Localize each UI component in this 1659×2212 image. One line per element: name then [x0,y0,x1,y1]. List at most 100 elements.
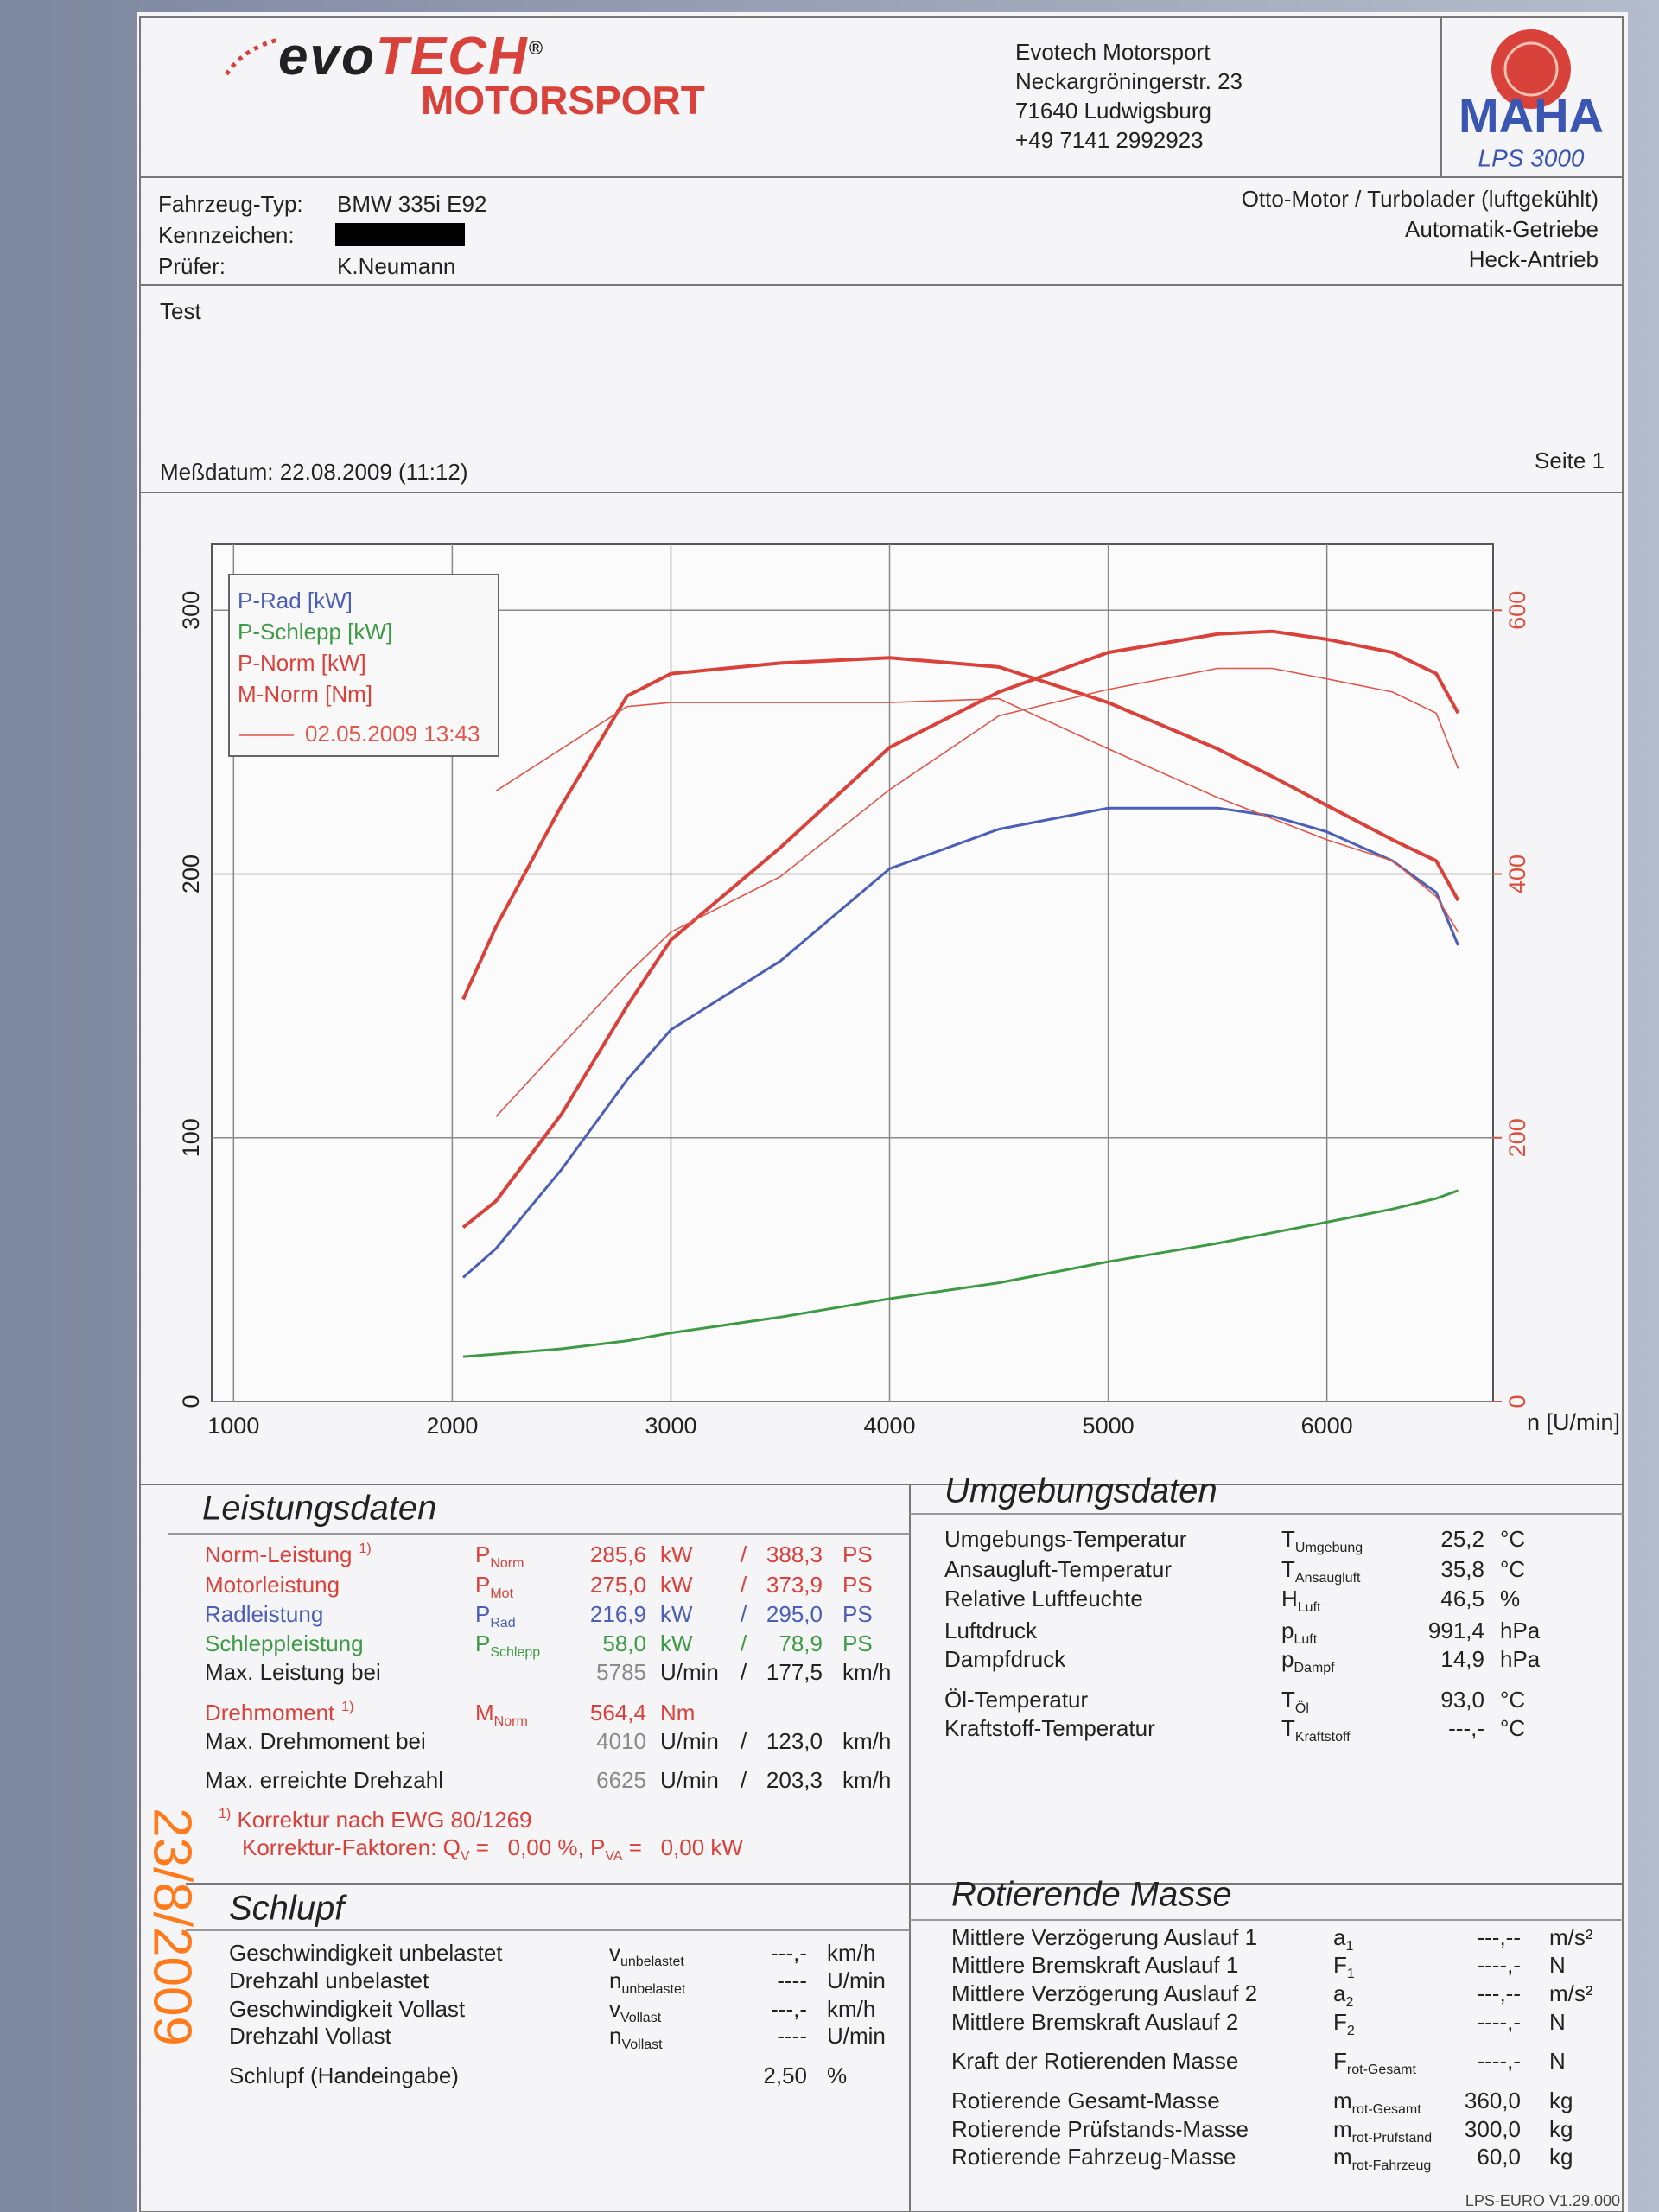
symbol-sub: Vollast [621,2037,663,2052]
logo-main: TECH [376,27,529,86]
row-label: Rotierende Fahrzeug-Masse [951,2144,1236,2170]
row-value2: 203,3 [766,1767,823,1793]
row-value: 2,50 [763,2063,807,2088]
footnote-sub: V [461,1849,470,1864]
row-value: ---,- [771,1940,807,1966]
vehicle-label: Fahrzeug-Typ: [158,191,303,217]
row-unit: % [827,2063,847,2088]
row-unit: kW [660,1630,693,1656]
x-tick-label: 3000 [645,1413,696,1439]
row-value: ---- [777,1967,807,1993]
row-value: 275,0 [590,1572,646,1598]
row-value: 25,2 [1440,1526,1484,1552]
row-unit: N [1549,2009,1566,2035]
test-title: Test [160,298,201,324]
row-unit: U/min [827,2023,886,2049]
row-separator: / [741,1572,747,1598]
logo-bottom: MOTORSPORT [421,78,705,123]
row-unit2: PS [842,1572,873,1598]
vehicle-value: K.Neumann [337,253,455,279]
y-tick-label: 200 [178,855,204,893]
row-label: Max. Drehmoment bei [205,1728,426,1754]
symbol-sub: 1 [1345,1939,1353,1954]
symbol: nVollast [609,2023,663,2052]
row-value: 991,4 [1428,1618,1484,1643]
address-line: 71640 Ludwigsburg [1015,98,1211,124]
y-tick-label: 100 [178,1118,204,1157]
x-tick-label: 2000 [426,1413,478,1439]
row-unit: U/min [660,1659,719,1685]
row-unit: °C [1500,1687,1525,1713]
row-label: Kraftstoff-Temperatur [944,1715,1155,1741]
section-title: Schlupf [229,1890,347,1928]
row-value: 14,9 [1440,1646,1484,1672]
badge-ring [1503,41,1559,97]
vehicle-info: Fahrzeug-Typ: BMW 335i E92 Kennzeichen: Prü… [158,186,1599,279]
symbol-sub: Vollast [620,2011,662,2025]
symbol-sub: Kraftstoff [1295,1730,1351,1745]
row-label: Drehmoment 1) [205,1700,354,1726]
y-tick-label: 0 [178,1395,204,1408]
symbol-sub: Schlepp [490,1645,540,1660]
row-label: Norm-Leistung 1) [205,1541,372,1567]
row-unit: U/min [827,1967,886,1993]
legend-label: P-Norm [kW] [238,650,366,676]
row-value2: 373,9 [766,1572,823,1598]
row-unit: km/h [827,1940,875,1966]
row-unit: m/s² [1549,1980,1593,2006]
page-frame [139,16,1624,2212]
row-unit: N [1549,1952,1566,1978]
series-line [461,629,1460,1230]
row-unit: kg [1549,2088,1573,2113]
row-label: Dampfdruck [944,1646,1066,1672]
row-value: 300,0 [1465,2116,1521,2142]
row-separator: / [741,1767,747,1793]
row-label: Kraft der Rotierenden Masse [951,2048,1238,2074]
footnote-marker: 1) [219,1807,231,1821]
measure-date: Meßdatum: 22.08.2009 (11:12) [160,459,468,485]
row-label: Radleistung [205,1601,323,1627]
row-label: Geschwindigkeit Vollast [229,1996,466,2022]
redacted-plate [335,223,465,246]
symbol-sub: Öl [1295,1700,1309,1716]
symbol-sub: Luft [1294,1632,1317,1647]
symbol-sub: Ansaugluft [1295,1571,1361,1586]
row-separator: / [741,1630,747,1656]
row-unit: kg [1549,2116,1573,2142]
row-label: Geschwindigkeit unbelastet [229,1940,503,1966]
symbol-sub: Luft [1298,1600,1321,1615]
date-stamp: 23/8/2009 [143,1808,202,2046]
symbol-sub: rot-Gesamt [1352,2102,1422,2117]
vehicle-label: Prüfer: [158,253,226,279]
row-unit: U/min [660,1767,719,1793]
x-tick-label: 6000 [1301,1413,1353,1439]
row-value: 35,8 [1440,1556,1484,1582]
x-axis-label: n [U/min] [1527,1409,1620,1435]
row-value: 58,0 [602,1630,646,1656]
row-unit: °C [1500,1715,1525,1741]
footnote-sub: VA [605,1849,622,1864]
legend-box [228,574,499,757]
row-unit2: PS [842,1630,873,1656]
section-title: Umgebungsdaten [944,1472,1217,1510]
row-value: ----,- [1477,2009,1521,2035]
row-label: Rotierende Prüfstands-Masse [951,2116,1249,2142]
footnote-text: Korrektur-Faktoren: Q [242,1834,461,1860]
row-unit: kW [660,1572,693,1598]
row-label: Drehzahl Vollast [229,2023,392,2049]
symbol-sub: 2 [1345,1995,1353,2010]
row-unit2: km/h [842,1728,891,1754]
row-label: Mittlere Bremskraft Auslauf 2 [951,2009,1238,2035]
y-tick-label: 300 [178,591,204,630]
engine-info: Otto-Motor / Turbolader (luftgekühlt) [1242,186,1599,212]
symbol-sub: rot-Fahrzeug [1352,2158,1432,2173]
row-unit: hPa [1500,1646,1541,1672]
section-title: Leistungsdaten [202,1490,436,1528]
row-label: Luftdruck [944,1618,1038,1643]
row-value: ---,- [1448,1715,1484,1741]
row-value: 5785 [596,1659,646,1685]
address: Evotech Motorsport Neckargröningerstr. 23… [1015,39,1243,153]
badge-model: LPS 3000 [1478,144,1585,171]
row-label: Max. Leistung bei [205,1659,381,1685]
